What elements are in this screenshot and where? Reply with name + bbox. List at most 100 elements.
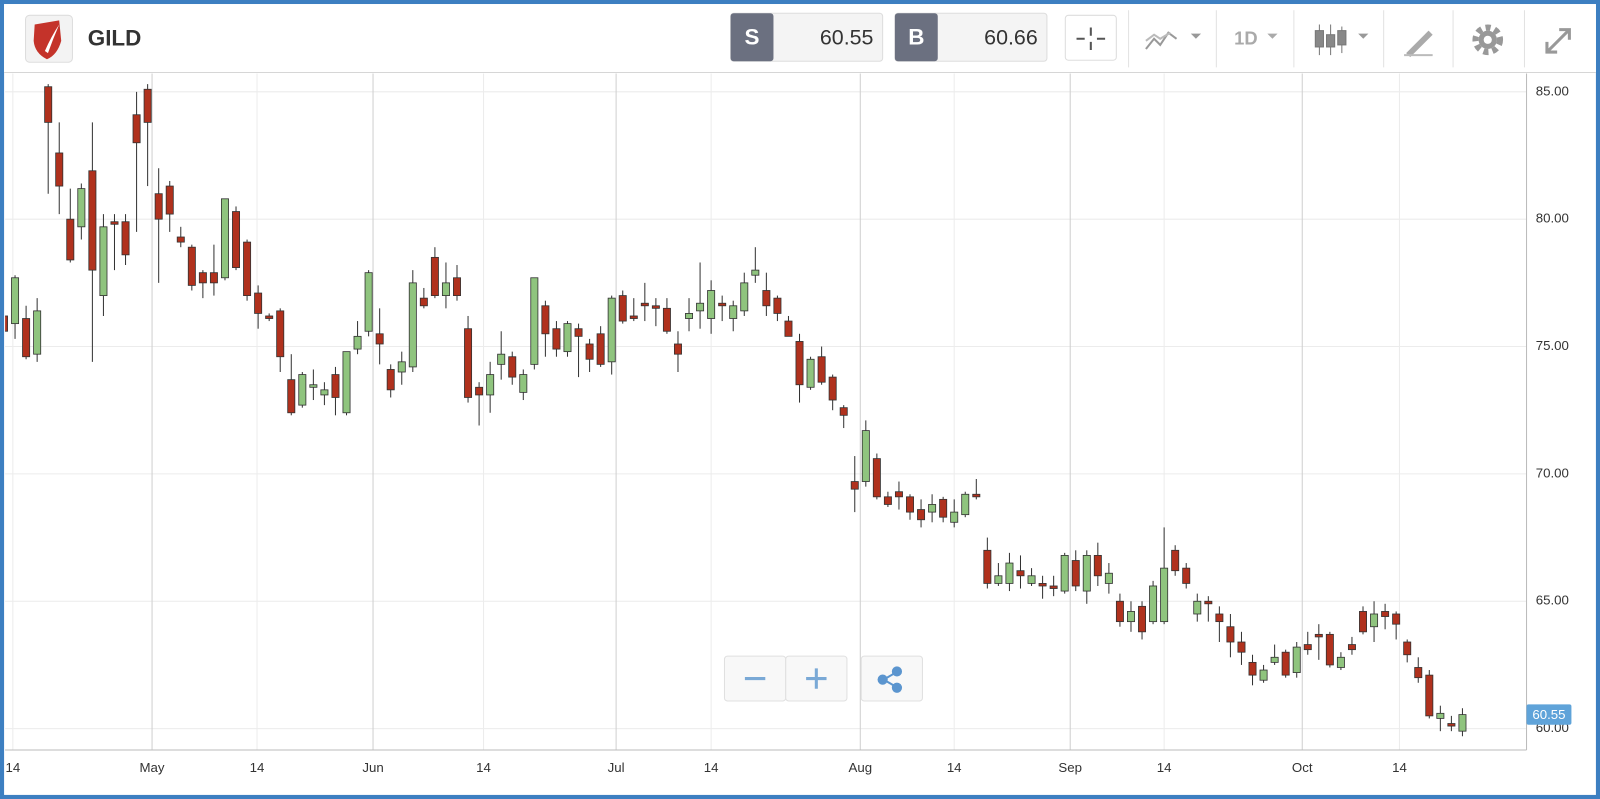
candle-body: [1270, 656, 1279, 663]
candle-body: [817, 356, 826, 383]
y-tick-label: 75.00: [1536, 338, 1569, 353]
candle-body: [718, 302, 727, 307]
zoom-out-button[interactable]: [723, 655, 787, 702]
candle-body: [1049, 585, 1058, 589]
candle-body: [1248, 661, 1257, 676]
candle-body: [928, 504, 937, 513]
candle-body: [309, 384, 318, 388]
buy-button[interactable]: B 60.66: [894, 12, 1048, 62]
candle-body: [486, 374, 495, 396]
candle-body: [5, 315, 8, 332]
candle-body: [740, 282, 749, 312]
indicator-button[interactable]: [1145, 31, 1202, 50]
candle-body: [66, 218, 75, 261]
candle-body: [1370, 613, 1379, 628]
candle-body: [1104, 572, 1113, 584]
candle-body: [1325, 633, 1334, 666]
chart-type-button[interactable]: [1314, 24, 1369, 56]
candle-body: [243, 241, 252, 297]
candle-body: [99, 226, 108, 297]
candle-body: [22, 318, 31, 358]
candle-body: [165, 185, 174, 215]
candle-body: [1314, 633, 1323, 638]
candle-body: [839, 407, 848, 416]
candle-body: [640, 302, 649, 307]
candle-body: [1038, 583, 1047, 587]
candle-body: [607, 297, 616, 363]
candle-body: [618, 295, 627, 322]
price-tag-label: 60.55: [1532, 707, 1565, 722]
candle-body: [254, 292, 263, 314]
candle-body: [917, 509, 926, 521]
candle-body: [662, 307, 671, 332]
candle-body: [441, 282, 450, 297]
candle-body: [232, 211, 241, 268]
candle-body: [1458, 714, 1467, 732]
x-tick-label: 14: [947, 760, 962, 775]
draw-button[interactable]: [1404, 30, 1433, 58]
candle-body: [1259, 669, 1268, 681]
candle-body: [1115, 600, 1124, 623]
candle-body: [696, 302, 705, 312]
candle-body: [298, 374, 307, 406]
candle-body: [464, 328, 473, 398]
candle-body: [1447, 723, 1456, 727]
candle-body: [806, 358, 815, 388]
toolbar-separators: [1128, 10, 1525, 68]
sell-label: S: [745, 25, 760, 50]
candle-body: [1359, 611, 1367, 633]
candle-body: [651, 305, 660, 309]
candle-body: [983, 549, 992, 584]
candle-body: [375, 333, 384, 345]
candle-body: [497, 353, 506, 365]
candle-body: [1215, 613, 1224, 623]
price-tag: [1526, 704, 1572, 725]
candle-body: [1071, 560, 1080, 587]
candle-body: [795, 341, 804, 386]
candle-body: [11, 277, 20, 325]
candle-body: [364, 272, 373, 332]
candle-body: [475, 386, 484, 396]
candle-body: [453, 277, 461, 297]
candle-body: [773, 297, 782, 314]
candle-body: [1303, 644, 1312, 651]
candle-body: [265, 315, 274, 319]
candle-body: [751, 269, 760, 276]
share-button[interactable]: [860, 655, 923, 702]
buy-label: B: [908, 25, 924, 50]
candle-body: [408, 282, 417, 368]
sell-price: 60.55: [820, 25, 874, 49]
interval-button[interactable]: 1D: [1234, 28, 1278, 49]
candle-body: [331, 374, 340, 398]
candle-body: [585, 343, 594, 360]
crosshair-button[interactable]: [1064, 14, 1117, 61]
candle-body: [110, 221, 119, 225]
candle-body: [386, 369, 395, 391]
x-tick-label: 14: [1392, 760, 1407, 775]
buy-price: 60.66: [984, 25, 1038, 49]
candle-body: [1082, 554, 1091, 592]
zoom-in-button[interactable]: [785, 655, 848, 702]
candle-body: [276, 310, 285, 358]
settings-button[interactable]: [1472, 24, 1504, 56]
candle-body: [33, 310, 42, 355]
candle-body: [55, 152, 64, 187]
candle-body: [596, 333, 605, 365]
candle-body: [187, 246, 196, 286]
candle-body: [1160, 567, 1169, 623]
candle-body: [209, 272, 218, 284]
candle-body: [861, 430, 870, 482]
fullscreen-button[interactable]: [1545, 28, 1571, 54]
candle-body: [1149, 585, 1158, 623]
candle-body: [850, 481, 859, 490]
candle-body: [508, 356, 517, 378]
candle-body: [994, 575, 1003, 584]
candle-body: [1403, 641, 1412, 656]
candles: [5, 84, 1467, 737]
sell-button[interactable]: S 60.55: [730, 12, 884, 62]
candle-body: [320, 389, 329, 396]
candle-body: [1027, 575, 1036, 584]
candle-body: [353, 335, 362, 350]
candle-body: [1381, 611, 1390, 617]
candle-body: [729, 305, 738, 319]
